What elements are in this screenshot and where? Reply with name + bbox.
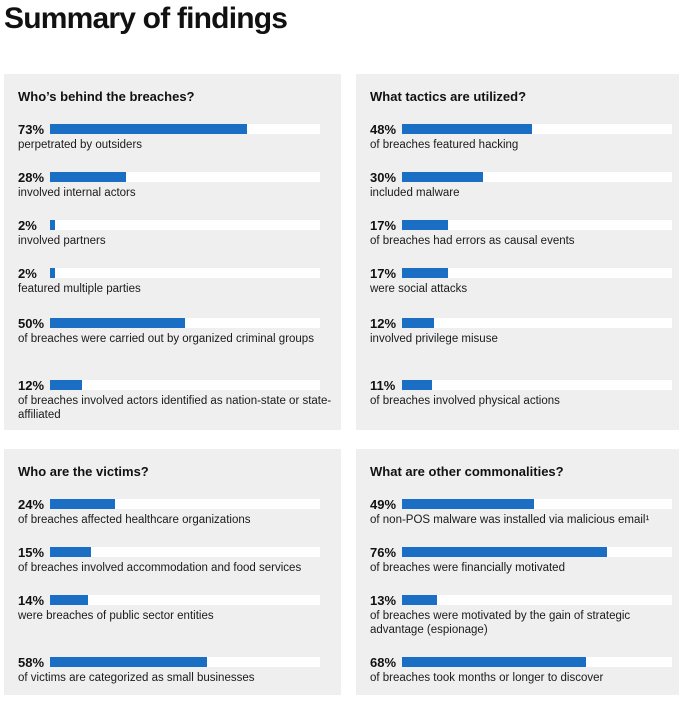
bar-value-label: 73% — [18, 122, 45, 137]
panel-title: Who’s behind the breaches? — [18, 89, 195, 104]
bar-track — [402, 499, 672, 509]
bar — [402, 595, 438, 605]
panel-victims: Who are the victims? 24% of breaches affe… — [4, 449, 341, 695]
bar-track — [50, 380, 320, 390]
bar-track — [402, 547, 672, 557]
bar-description: involved privilege misuse — [370, 333, 498, 345]
bar-value-label: 11% — [370, 378, 396, 393]
bar-track — [402, 220, 672, 230]
bar-description: of breaches affected healthcare organiza… — [18, 514, 251, 526]
bar-value-label: 12% — [370, 316, 397, 331]
bar-value-label: 76% — [370, 545, 397, 560]
bar-value-label: 17% — [370, 266, 397, 281]
panel-tactics: What tactics are utilized? 48% of breache… — [356, 74, 679, 430]
bar-description: of breaches took months or longer to dis… — [370, 672, 604, 684]
bar — [50, 268, 56, 278]
bar-track — [402, 318, 672, 328]
bar — [402, 318, 435, 328]
bar-track — [50, 547, 320, 557]
bar-value-label: 12% — [18, 378, 45, 393]
bar-track — [50, 220, 320, 230]
bar-track — [402, 657, 672, 667]
bar-value-label: 49% — [370, 497, 397, 512]
bar — [402, 380, 432, 390]
bar-description: perpetrated by outsiders — [18, 139, 143, 151]
bar-track — [50, 657, 320, 667]
bar — [402, 657, 586, 667]
bar-value-label: 17% — [370, 218, 397, 233]
bar — [402, 220, 448, 230]
bar-description: involved internal actors — [18, 187, 136, 199]
bar-description: were breaches of public sector entities — [18, 610, 214, 622]
bar-description: of breaches involved actors identified a… — [18, 395, 332, 421]
bar-description: of non-POS malware was installed via mal… — [370, 514, 650, 526]
panel-title: Who are the victims? — [18, 464, 149, 479]
panel-who-behind: Who’s behind the breaches? 73% perpetrate… — [4, 74, 341, 430]
bar — [402, 499, 535, 509]
bar-track — [50, 595, 320, 605]
panel-commonalities: What are other commonalities? 49% of non-… — [356, 449, 679, 695]
page-title: Summary of findings — [4, 2, 288, 35]
bar-value-label: 24% — [18, 497, 45, 512]
bar — [50, 547, 91, 557]
bar-value-label: 2% — [18, 218, 37, 233]
bar — [50, 380, 83, 390]
bar — [50, 595, 88, 605]
bar — [50, 318, 185, 328]
bar-value-label: 58% — [18, 655, 45, 670]
bar-description: included malware — [370, 187, 460, 199]
bar-track — [402, 380, 672, 390]
bar-description: of breaches were motivated by the gain o… — [370, 610, 631, 636]
bar — [50, 220, 56, 230]
bar-description: featured multiple parties — [18, 283, 141, 295]
bar — [402, 124, 532, 134]
bar-value-label: 68% — [370, 655, 397, 670]
bar-description: involved partners — [18, 235, 106, 247]
bar-track — [50, 318, 320, 328]
bar — [50, 124, 248, 134]
bar-track — [50, 268, 320, 278]
bar-value-label: 13% — [370, 593, 397, 608]
bar-track — [402, 595, 672, 605]
bar-value-label: 2% — [18, 266, 37, 281]
bar-description: were social attacks — [370, 283, 468, 295]
bar-description: of breaches were financially motivated — [370, 562, 565, 574]
bar-value-label: 28% — [18, 170, 45, 185]
bar-track — [402, 172, 672, 182]
bar-description: of breaches were carried out by organize… — [18, 333, 314, 345]
bar-value-label: 15% — [18, 545, 45, 560]
bar-track — [402, 124, 672, 134]
panel-title: What are other commonalities? — [370, 464, 564, 479]
bar — [50, 657, 207, 667]
bar-track — [50, 499, 320, 509]
bar — [402, 547, 608, 557]
panel-title: What tactics are utilized? — [370, 89, 527, 104]
bar-description: of victims are categorized as small busi… — [18, 672, 255, 684]
bar-description: of breaches featured hacking — [370, 139, 519, 151]
bar — [402, 172, 483, 182]
bar — [50, 499, 115, 509]
bar — [50, 172, 126, 182]
bar-value-label: 50% — [18, 316, 45, 331]
bar-value-label: 14% — [18, 593, 45, 608]
bar — [402, 268, 448, 278]
bar-track — [402, 268, 672, 278]
bar-description: of breaches involved physical actions — [370, 395, 560, 407]
bar-description: of breaches had errors as causal events — [370, 235, 575, 247]
bar-value-label: 30% — [370, 170, 397, 185]
bar-track — [50, 124, 320, 134]
bar-track — [50, 172, 320, 182]
bar-value-label: 48% — [370, 122, 397, 137]
bar-description: of breaches involved accommodation and f… — [18, 562, 302, 574]
